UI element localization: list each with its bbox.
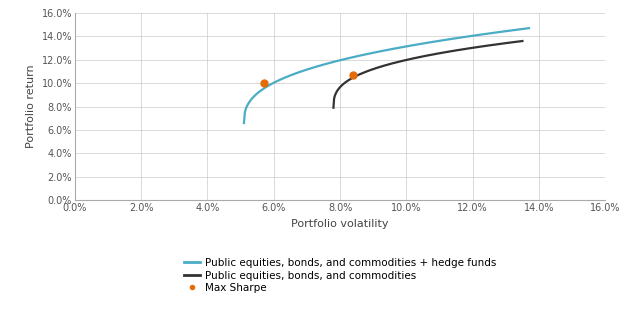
Y-axis label: Portfolio return: Portfolio return <box>26 65 36 148</box>
Point <box>259 80 269 86</box>
Point <box>348 72 358 78</box>
X-axis label: Portfolio volatility: Portfolio volatility <box>291 219 389 229</box>
Legend: Public equities, bonds, and commodities + hedge funds, Public equities, bonds, a: Public equities, bonds, and commodities … <box>184 258 496 293</box>
